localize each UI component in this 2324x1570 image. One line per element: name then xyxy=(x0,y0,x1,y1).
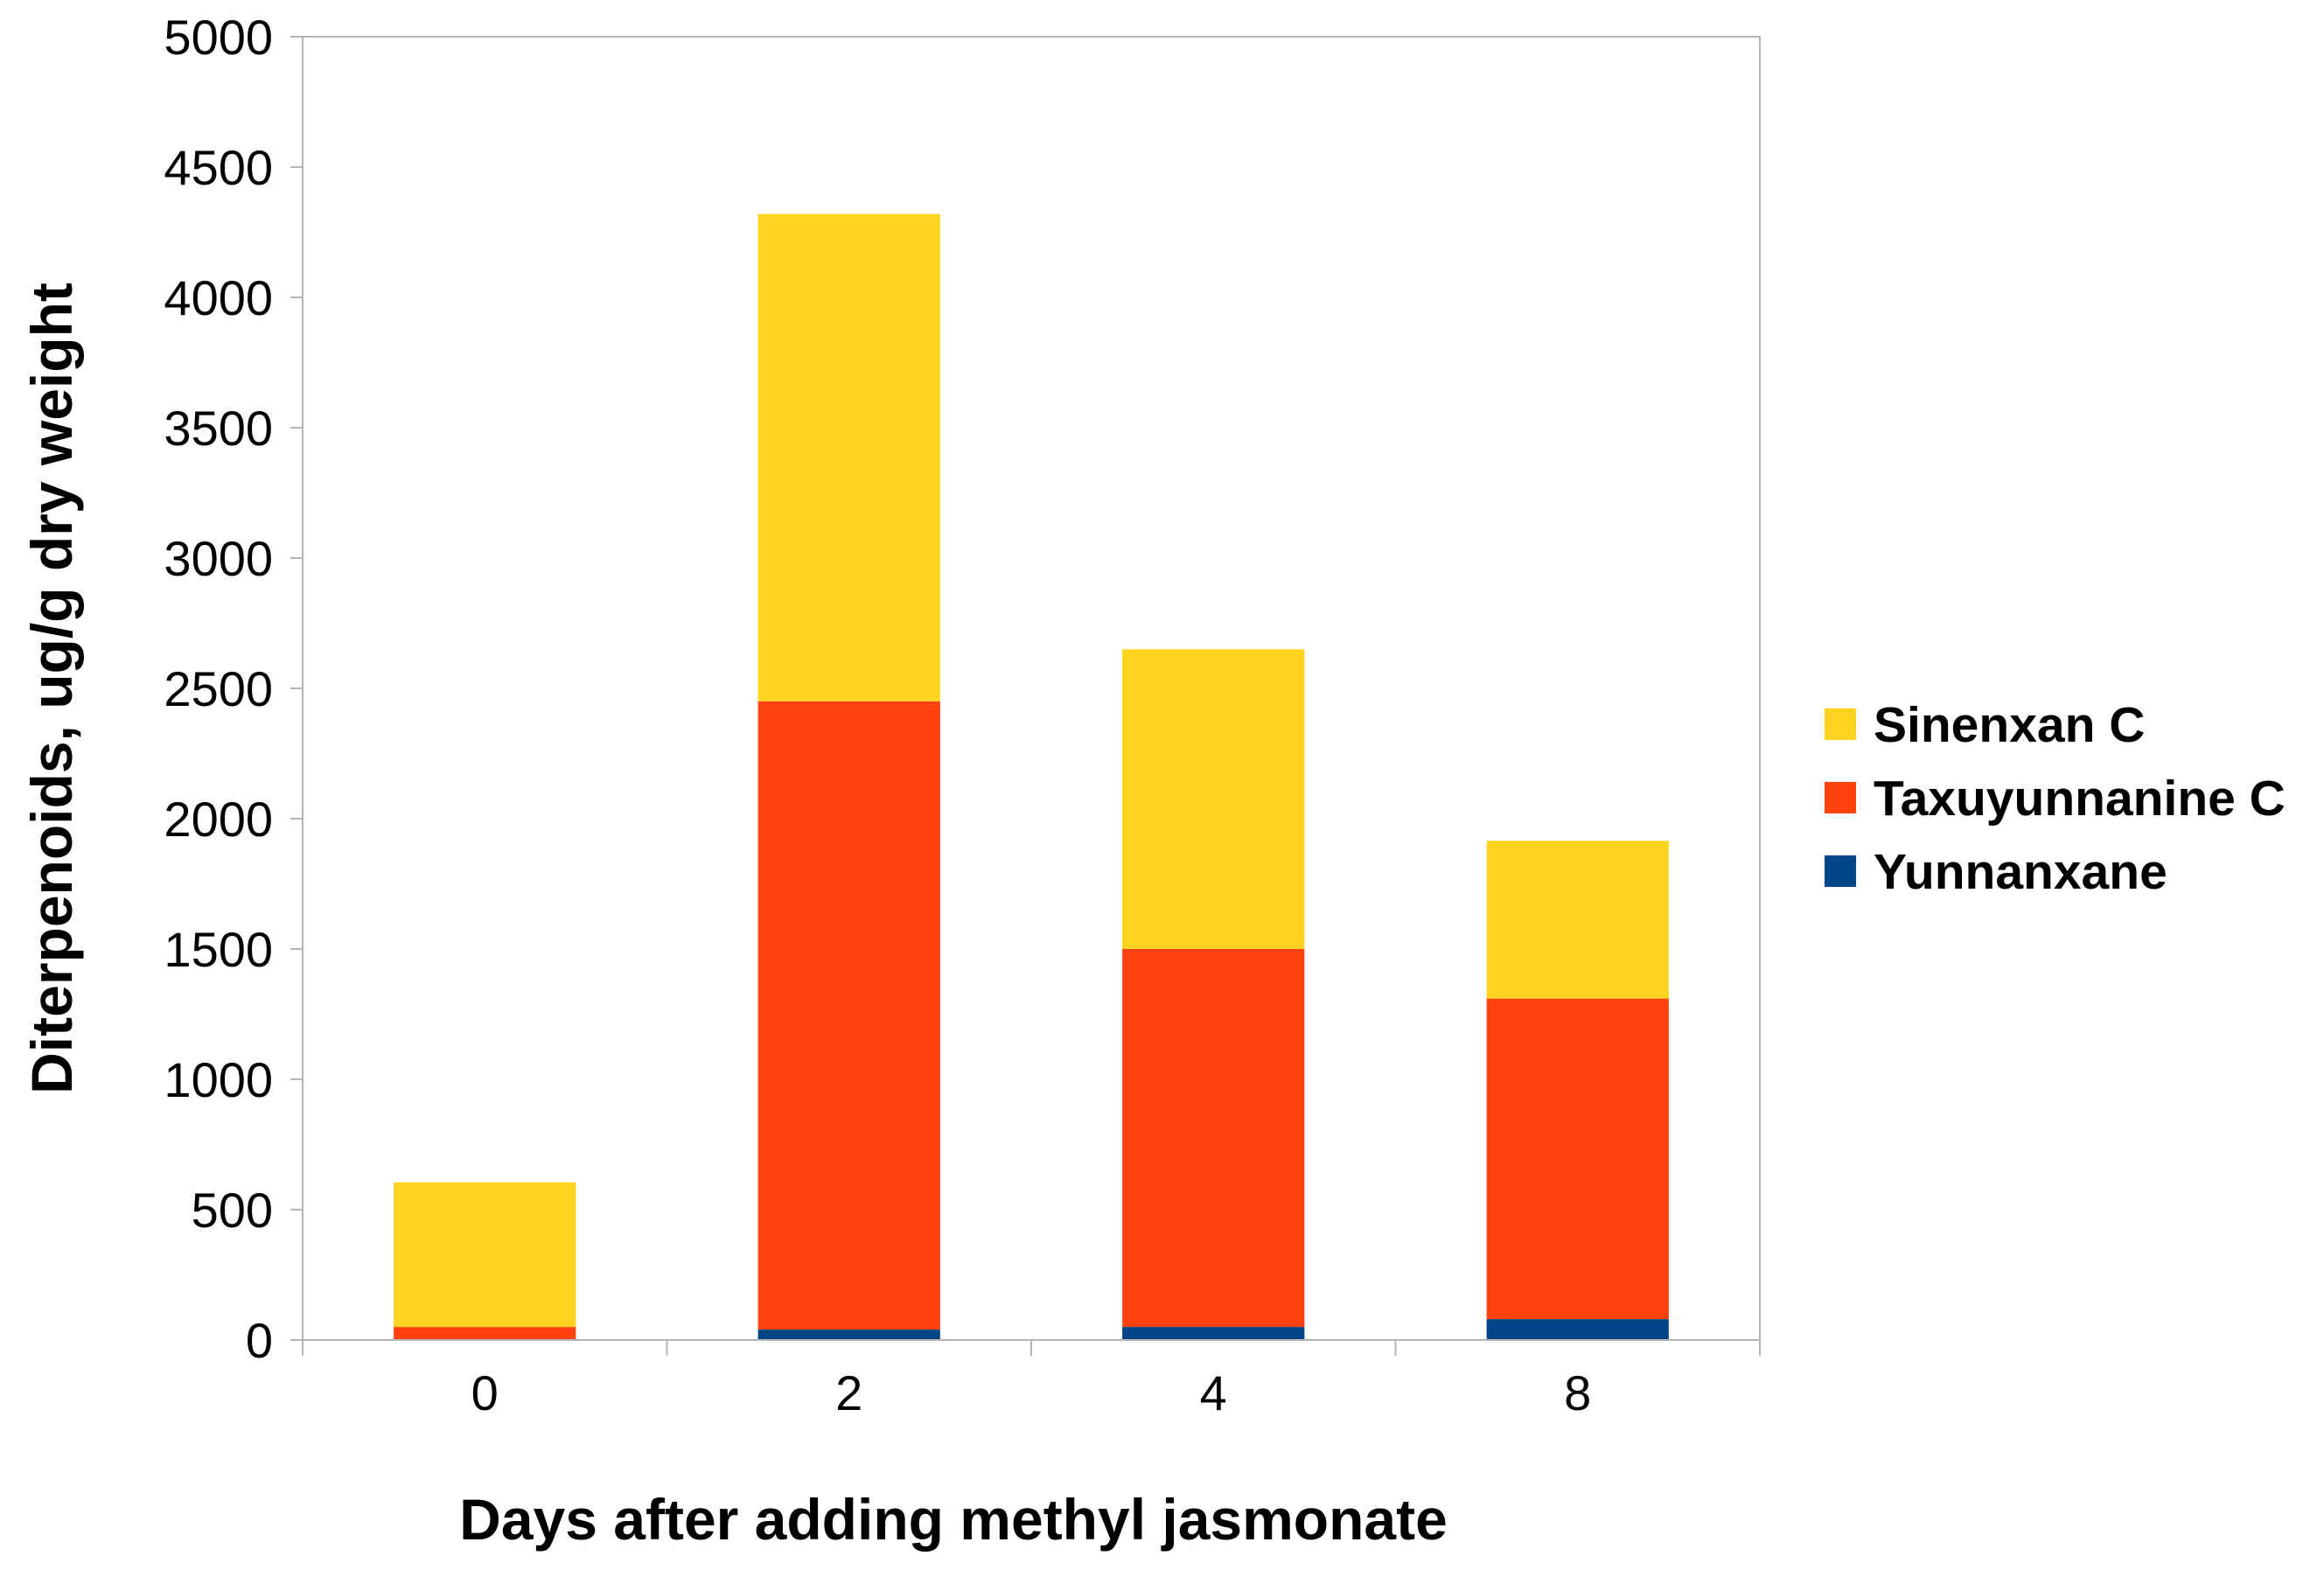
y-tick-label: 1500 xyxy=(164,922,273,977)
bar-segment xyxy=(757,1329,940,1340)
y-tick-label: 5000 xyxy=(164,10,273,65)
y-tick-label: 3500 xyxy=(164,401,273,456)
bar-segment xyxy=(1122,649,1305,949)
legend: Sinenxan C Taxuyunnanine C Yunnanxane xyxy=(1825,697,2286,900)
bar-segment xyxy=(1486,841,1669,999)
y-tick-label: 3000 xyxy=(164,531,273,586)
y-tick-label: 4500 xyxy=(164,140,273,195)
legend-swatch xyxy=(1825,782,1856,813)
bar-segment xyxy=(757,213,940,701)
bar-segment xyxy=(1122,949,1305,1328)
bars-layer xyxy=(394,213,1669,1340)
bar-segment xyxy=(757,701,940,1330)
y-axis-title: Diterpenoids, ug/g dry weight xyxy=(19,283,84,1094)
x-axis-title: Days after adding methyl jasmonate xyxy=(459,1487,1448,1552)
bar-segment xyxy=(1122,1327,1305,1340)
legend-label: Sinenxan C xyxy=(1874,697,2145,753)
bar-segment xyxy=(394,1182,576,1328)
y-tick-label: 4000 xyxy=(164,270,273,325)
tick-labels-layer: 0 500 1000 1500 2000 2500 3000 3500 4000 4500 5000… xyxy=(164,10,1591,1420)
legend-swatch xyxy=(1825,708,1856,740)
x-tick-label: 0 xyxy=(471,1365,499,1420)
bar-segment xyxy=(394,1327,576,1340)
y-tick-label: 500 xyxy=(192,1183,273,1238)
legend-swatch xyxy=(1825,855,1856,887)
legend-label: Yunnanxane xyxy=(1874,844,2167,900)
bar-segment xyxy=(1486,998,1669,1320)
axes-layer xyxy=(290,36,1761,1356)
x-tick-label: 8 xyxy=(1564,1365,1591,1420)
y-tick-label: 2000 xyxy=(164,792,273,847)
x-tick-label: 4 xyxy=(1200,1365,1227,1420)
x-tick-label: 2 xyxy=(835,1365,862,1420)
y-tick-label: 1000 xyxy=(164,1052,273,1107)
bar-segment xyxy=(1486,1319,1669,1340)
y-tick-label: 2500 xyxy=(164,661,273,716)
legend-label: Taxuyunnanine C xyxy=(1874,771,2286,827)
y-tick-label: 0 xyxy=(246,1313,273,1368)
